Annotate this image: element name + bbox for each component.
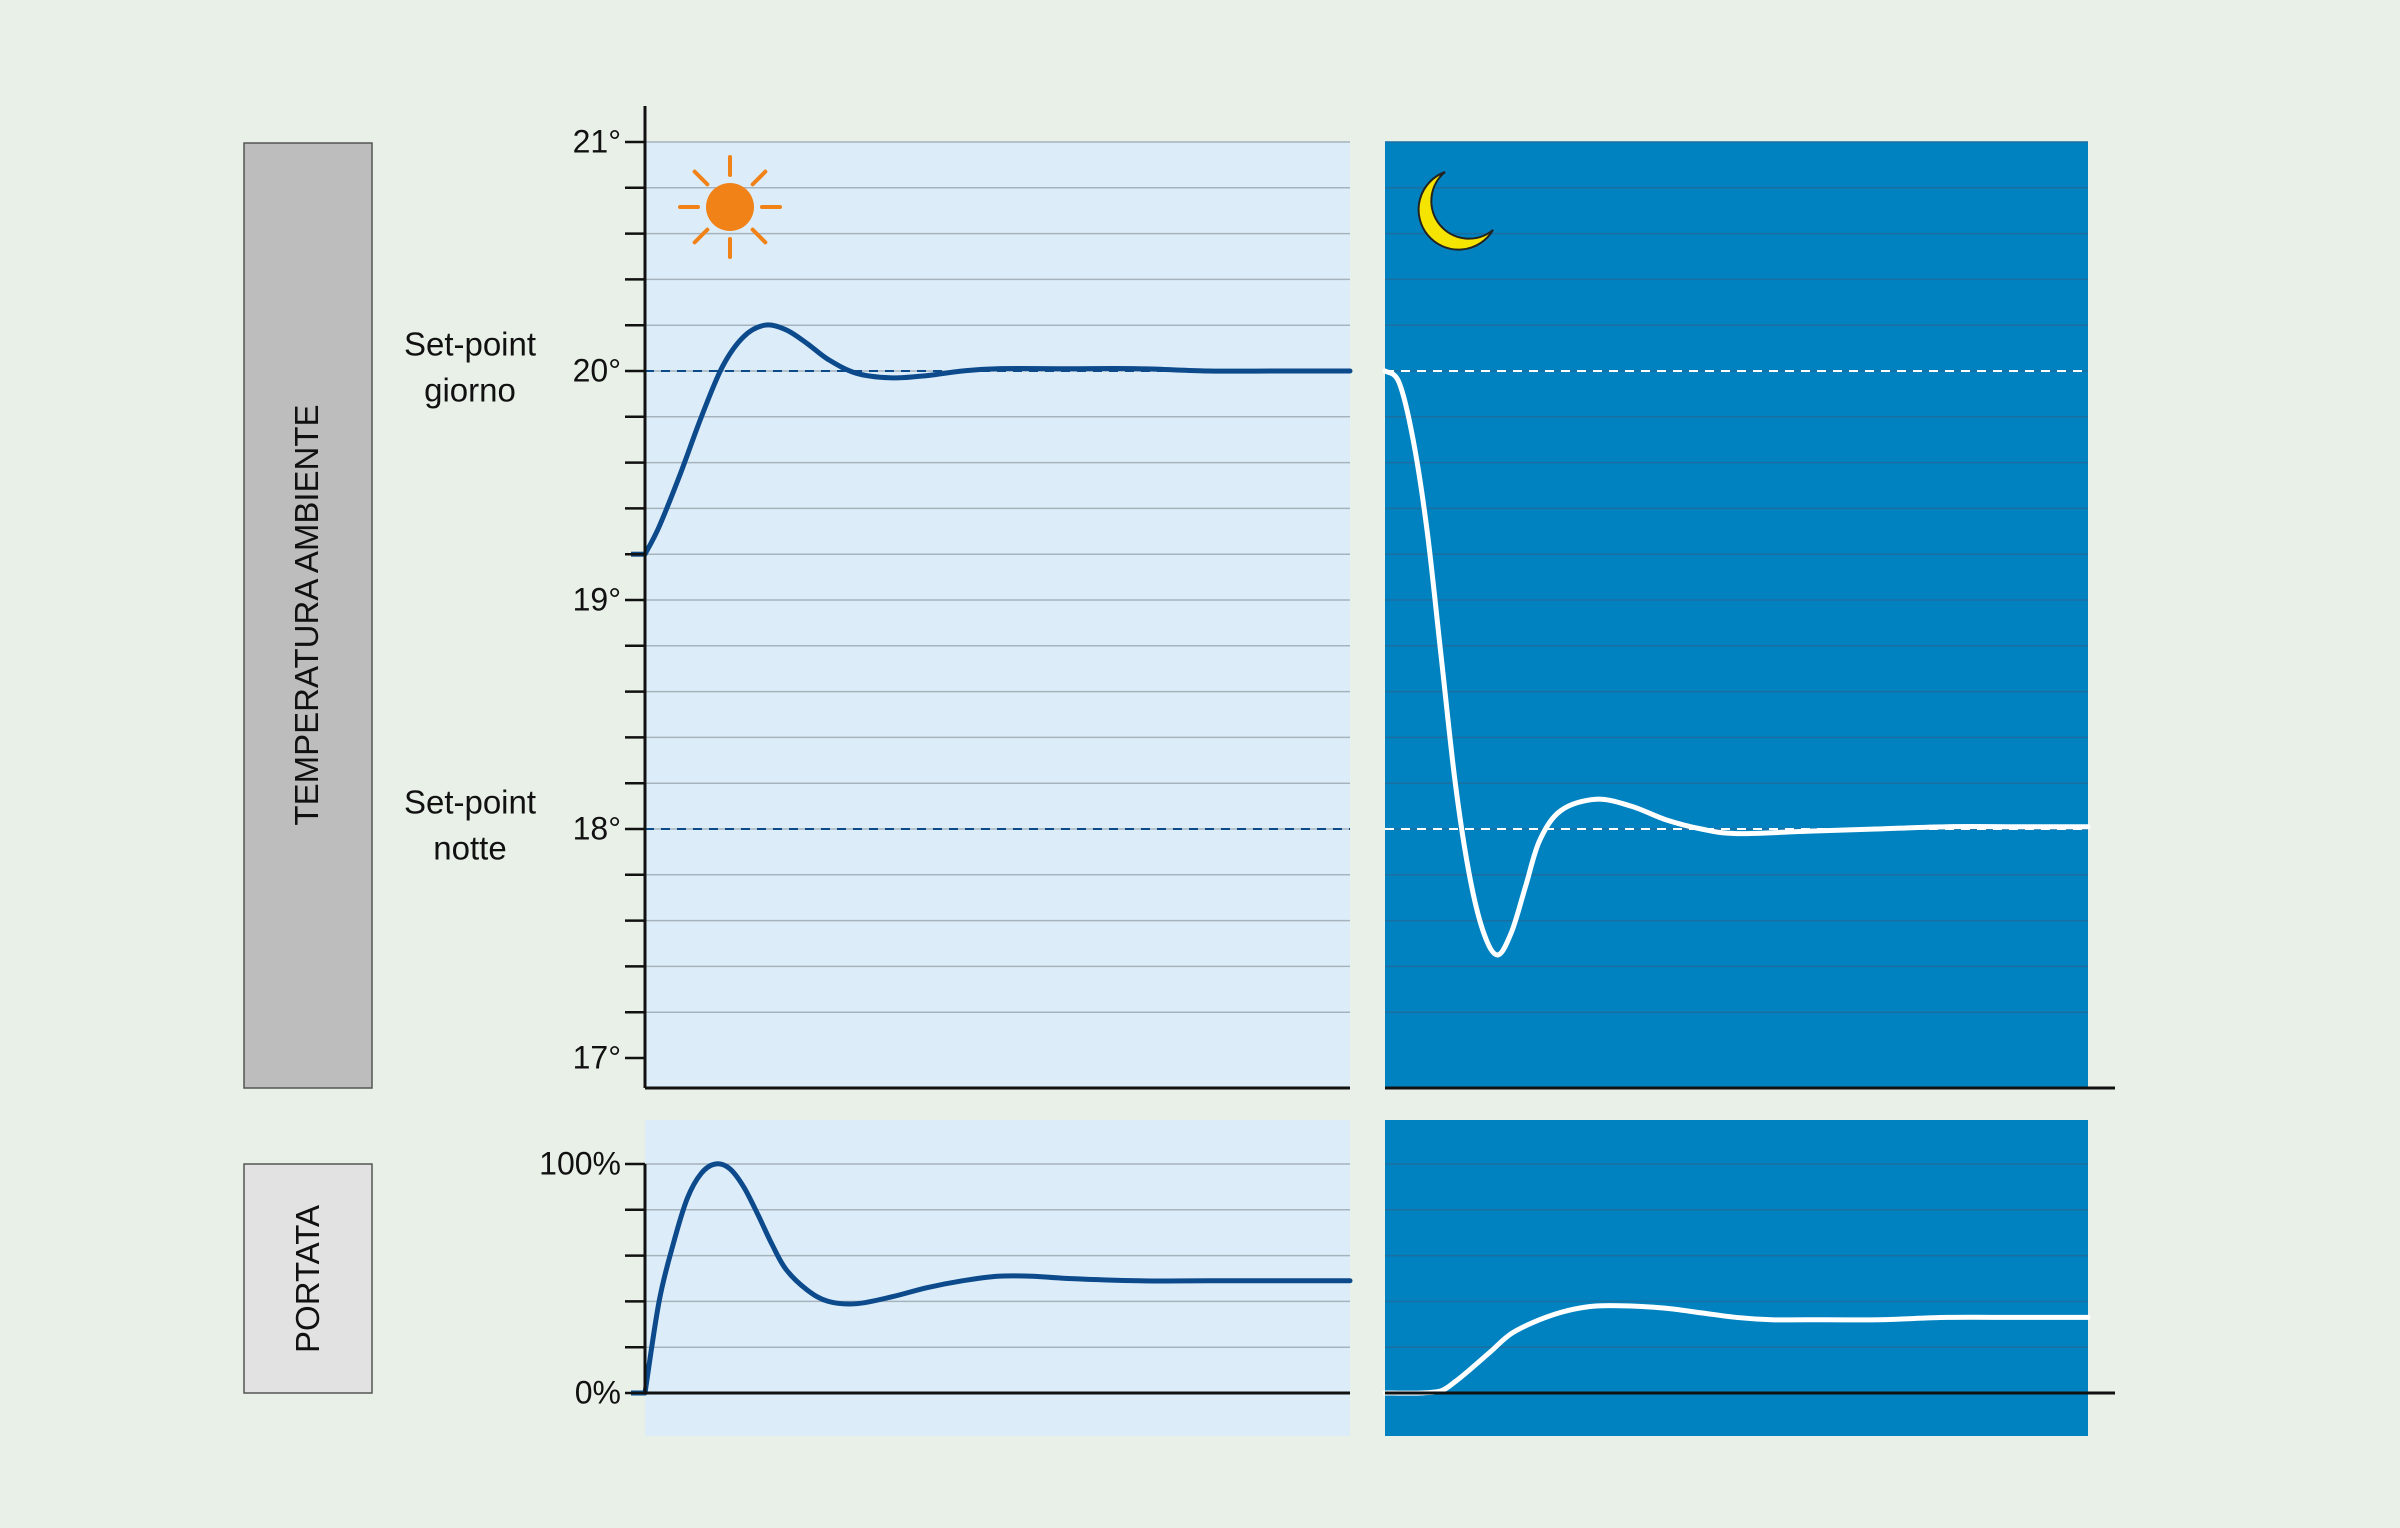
sun-ray [692,227,710,245]
setpoint-label: Set-point [404,326,536,363]
flow-ylabel-box: PORTATA [243,1163,373,1394]
setpoint-label: Set-point [404,784,536,821]
temperature-ylabel-box: TEMPERATURA AMBIENTE [243,142,373,1089]
flow-tick-label: 100% [539,1145,621,1181]
temperature-ylabel: TEMPERATURA AMBIENTE [288,404,325,825]
temperature-tick-label: 19° [573,581,621,617]
temperature-day-curve [642,322,1353,557]
temperature-ylabel-frame [243,142,373,1089]
temperature-tick-label: 18° [573,810,621,846]
sun-ray [750,169,768,187]
axes [643,106,2115,1395]
sun-icon [678,155,782,259]
temperature-night-curve [1382,368,2091,958]
data-series [631,322,2091,1396]
temperature-day-panel [645,142,1350,1088]
grid-lines [645,141,2088,1348]
setpoint-label: notte [433,830,506,867]
temperature-night-panel [1385,142,2088,1088]
moon-icon [1417,171,1494,251]
flow-night-curve [1382,1303,2091,1396]
setpoint-label: giorno [424,372,516,409]
flow-day-curve [642,1161,1353,1396]
sun-ray [750,227,768,245]
y-ticks: 17° 18° 19° 20° 21° 0% 100% [539,123,645,1410]
temperature-tick-label: 21° [573,123,621,159]
sun-ray [692,169,710,187]
flow-ylabel-frame [243,1163,373,1394]
flow-night-panel [1385,1120,2088,1436]
temperature-tick-label: 17° [573,1039,621,1075]
temperature-tick-label: 20° [573,352,621,388]
setpoint-annotations: Set-point giorno Set-point notte [404,326,536,867]
flow-tick-label: 0% [575,1374,621,1410]
flow-ylabel: PORTATA [289,1205,326,1353]
